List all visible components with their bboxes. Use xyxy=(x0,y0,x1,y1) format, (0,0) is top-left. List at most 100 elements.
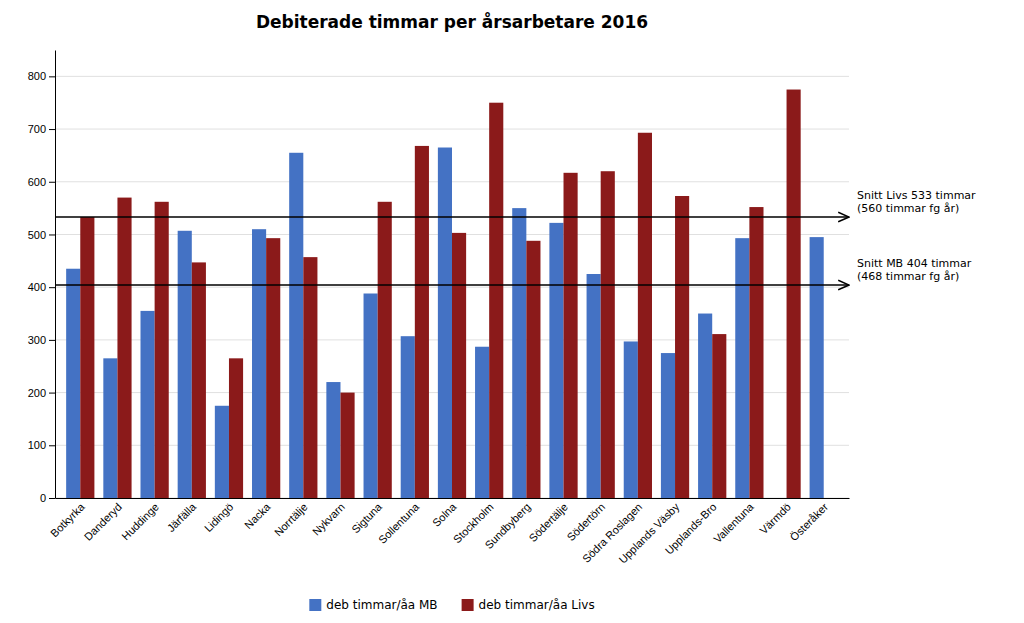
bar xyxy=(229,358,243,498)
x-tick-label: Nacka xyxy=(242,500,273,531)
x-tick: Sundbyberg xyxy=(482,501,532,551)
bar xyxy=(192,262,206,498)
x-tick: Vallentuna xyxy=(711,500,756,545)
bar xyxy=(80,217,94,498)
y-tick-mark xyxy=(49,287,55,288)
x-tick: Nacka xyxy=(242,500,273,531)
y-tick: 400 xyxy=(28,281,55,293)
grid xyxy=(55,76,849,498)
y-tick-mark xyxy=(49,234,55,235)
legend-swatch xyxy=(309,599,321,611)
bar xyxy=(489,103,503,498)
y-tick: 600 xyxy=(28,176,55,188)
y-tick: 700 xyxy=(28,123,55,135)
x-tick: Lidingö xyxy=(202,501,236,535)
grid-line xyxy=(55,76,849,77)
y-tick-mark xyxy=(49,182,55,183)
bar xyxy=(601,171,615,498)
y-tick-mark xyxy=(49,76,55,77)
bar xyxy=(266,238,280,498)
legend-label: deb timmar/åa MB xyxy=(326,598,437,612)
y-tick-mark xyxy=(49,393,55,394)
y-tick-label: 700 xyxy=(28,123,46,135)
y-tick-label: 800 xyxy=(28,70,46,82)
x-tick-label: Norrtälje xyxy=(272,501,310,539)
x-tick-label: Sundbyberg xyxy=(482,501,532,551)
x-tick: Norrtälje xyxy=(272,501,310,539)
annotation-label: Snitt Livs 533 timmar(560 timmar fg år) xyxy=(857,189,976,215)
y-axis: 0 100 200 300 400 500 600 700 800 xyxy=(28,51,56,505)
x-tick-label: Upplands-Bro xyxy=(663,501,719,557)
y-tick: 300 xyxy=(28,334,55,346)
bar xyxy=(564,173,578,498)
y-tick-label: 100 xyxy=(28,439,46,451)
x-tick-label: Värmdö xyxy=(757,501,793,537)
bar xyxy=(549,223,563,498)
bar xyxy=(326,382,340,498)
plot: 0 100 200 300 400 500 600 700 800 BotkyrkaDandery… xyxy=(28,51,976,566)
y-tick-mark xyxy=(49,445,55,446)
y-tick: 500 xyxy=(28,228,55,240)
bar xyxy=(66,269,80,498)
annotation-label: Snitt MB 404 timmar(468 timmar fg år) xyxy=(857,257,972,283)
bar xyxy=(215,406,229,498)
title: Debiterade timmar per årsarbetare 2016 xyxy=(256,11,648,32)
annotation-line: Snitt Livs 533 timmar xyxy=(857,189,976,202)
x-tick-label: Nykvarn xyxy=(310,501,347,538)
x-tick: Solna xyxy=(430,500,459,529)
bars xyxy=(66,90,824,498)
reference-line xyxy=(55,284,849,286)
bar xyxy=(512,208,526,498)
y-tick-mark xyxy=(49,340,55,341)
chart: 0 100 200 300 400 500 600 700 800 BotkyrkaDandery… xyxy=(0,0,1024,623)
bar xyxy=(735,238,749,498)
bar xyxy=(452,233,466,498)
bar xyxy=(155,202,169,498)
annotation-line: Snitt MB 404 timmar xyxy=(857,257,972,270)
annotations: Snitt Livs 533 timmar(560 timmar fg år)S… xyxy=(55,189,976,285)
bar xyxy=(378,202,392,498)
bar xyxy=(103,358,117,498)
x-tick: Huddinge xyxy=(119,501,161,543)
x-tick: Värmdö xyxy=(757,501,793,537)
bar xyxy=(475,347,489,498)
y-tick-mark xyxy=(49,129,55,130)
y-tick: 200 xyxy=(28,387,55,399)
reference-line xyxy=(55,216,849,218)
bar xyxy=(587,274,601,498)
bar xyxy=(289,153,303,498)
x-tick-label: Upplands Väsby xyxy=(616,500,681,565)
x-tick-label: Danderyd xyxy=(82,501,124,543)
legend-item: deb timmar/åa MB xyxy=(309,598,437,612)
bar xyxy=(117,198,131,498)
bar xyxy=(698,314,712,498)
x-tick: Upplands-Bro xyxy=(663,501,719,557)
y-tick: 800 xyxy=(28,70,55,82)
grid-line xyxy=(55,129,849,130)
bar xyxy=(252,229,266,498)
bar xyxy=(624,341,638,498)
bar xyxy=(712,334,726,498)
bar xyxy=(787,90,801,498)
x-axis: BotkyrkaDanderydHuddingeJärfällaLidingöN… xyxy=(48,499,850,566)
y-tick-label: 400 xyxy=(28,281,46,293)
bar xyxy=(401,336,415,498)
y-tick-label: 0 xyxy=(40,492,46,504)
y-tick: 100 xyxy=(28,439,55,451)
legend-item: deb timmar/åa Livs xyxy=(462,598,595,612)
x-tick: Sollentuna xyxy=(376,500,422,546)
y-tick: 0 xyxy=(40,492,55,504)
legend: deb timmar/åa MB deb timmar/åa Livs xyxy=(309,598,594,612)
x-tick-label: Södertälje xyxy=(526,501,570,545)
x-tick-label: Österåker xyxy=(788,500,831,543)
legend-swatch xyxy=(462,599,474,611)
x-tick: Nykvarn xyxy=(310,501,347,538)
bar xyxy=(340,393,354,498)
x-tick: Danderyd xyxy=(82,501,124,543)
x-tick-label: Solna xyxy=(430,500,459,529)
x-tick: Österåker xyxy=(788,500,831,543)
bar xyxy=(749,207,763,498)
annotation-line: (468 timmar fg år) xyxy=(857,270,959,283)
bar xyxy=(526,241,540,498)
bar xyxy=(364,294,378,498)
